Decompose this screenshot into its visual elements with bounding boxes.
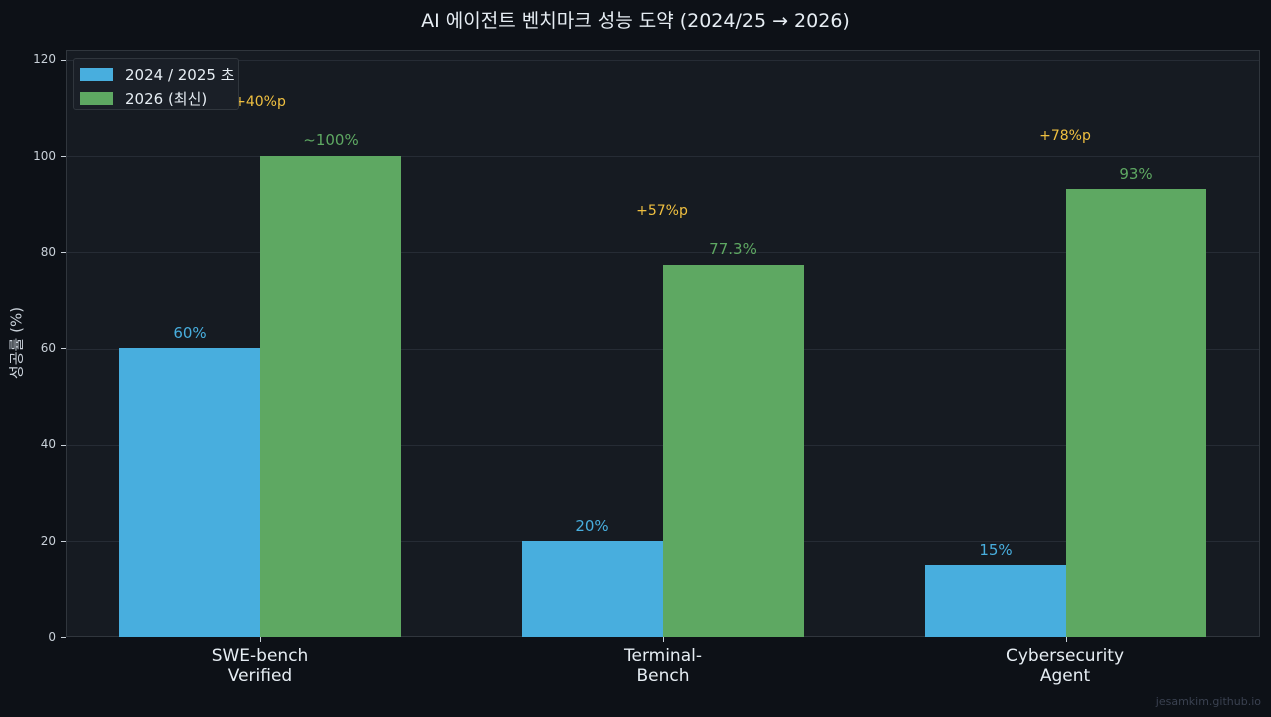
bar-terminal-bench-2024 xyxy=(522,541,663,637)
value-label-swe-bench-2026: ~100% xyxy=(303,131,359,149)
x-tick-mark xyxy=(663,637,664,642)
x-label-line: SWE-bench xyxy=(211,646,309,666)
value-label-swe-bench-2024: 60% xyxy=(173,324,207,342)
x-label-line: Verified xyxy=(227,666,293,686)
y-tick-mark xyxy=(61,252,66,253)
y-tick-label: 60 xyxy=(40,341,56,355)
y-tick-mark xyxy=(61,60,66,61)
x-tick-label-terminal-bench: Terminal- Bench xyxy=(563,646,763,686)
y-tick-label: 120 xyxy=(33,52,56,66)
y-tick-mark xyxy=(61,541,66,542)
delta-label-cybersecurity: +78%p xyxy=(1039,128,1091,144)
x-label-line: Cybersecurity xyxy=(1005,646,1125,666)
watermark: jesamkim.github.io xyxy=(1155,695,1261,708)
bar-swe-bench-2024 xyxy=(119,348,260,637)
x-label-line: Bench xyxy=(636,666,690,686)
delta-label-terminal-bench: +57%p xyxy=(636,203,688,219)
legend-label: 2024 / 2025 초 xyxy=(125,66,235,84)
delta-label-swe-bench: +40%p xyxy=(234,94,286,110)
legend-swatch-green xyxy=(80,92,113,105)
bar-cybersecurity-2026 xyxy=(1066,189,1206,637)
legend-swatch-blue xyxy=(80,68,113,81)
x-tick-mark xyxy=(1066,637,1067,642)
gridline xyxy=(67,60,1259,61)
y-tick-label: 40 xyxy=(40,437,56,451)
y-tick-mark xyxy=(61,156,66,157)
y-axis-label: 성공률 (%) xyxy=(7,306,26,380)
y-tick-mark xyxy=(61,637,66,638)
x-tick-mark xyxy=(260,637,261,642)
bar-swe-bench-2026 xyxy=(260,156,401,637)
value-label-terminal-bench-2026: 77.3% xyxy=(709,240,757,258)
y-tick-label: 20 xyxy=(40,534,56,548)
x-label-line: Agent xyxy=(1039,666,1091,686)
legend-item-2026: 2026 (최신) xyxy=(80,88,207,109)
y-tick-label: 100 xyxy=(33,149,56,163)
value-label-cybersecurity-2024: 15% xyxy=(979,541,1013,559)
y-tick-label: 80 xyxy=(40,245,56,259)
y-tick-label: 0 xyxy=(48,630,56,644)
value-label-terminal-bench-2024: 20% xyxy=(575,517,609,535)
bar-terminal-bench-2026 xyxy=(663,265,804,637)
gridline xyxy=(67,252,1259,253)
bar-cybersecurity-2024 xyxy=(925,565,1066,637)
value-label-cybersecurity-2026: 93% xyxy=(1119,165,1153,183)
legend-label: 2026 (최신) xyxy=(125,90,208,108)
x-label-line: Terminal- xyxy=(624,646,702,666)
legend-item-2024: 2024 / 2025 초 xyxy=(80,64,235,85)
y-tick-mark xyxy=(61,348,66,349)
legend: 2024 / 2025 초 2026 (최신) xyxy=(73,58,239,110)
chart-title: AI 에이전트 벤치마크 성능 도약 (2024/25 → 2026) xyxy=(421,10,850,32)
x-tick-label-swe-bench: SWE-bench Verified xyxy=(160,646,360,686)
gridline xyxy=(67,156,1259,157)
x-tick-label-cybersecurity: Cybersecurity Agent xyxy=(965,646,1165,686)
y-tick-mark xyxy=(61,445,66,446)
